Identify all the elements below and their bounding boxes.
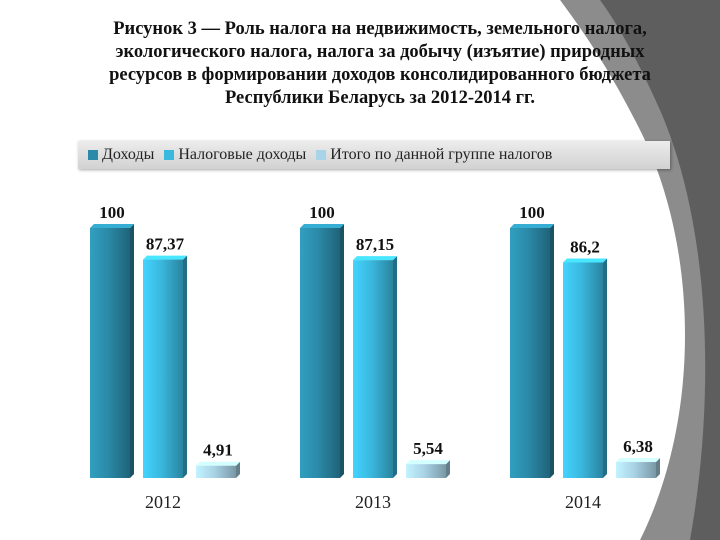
bar-2014-s1 xyxy=(510,228,550,478)
legend-label-income: Доходы xyxy=(102,146,155,163)
bar-top-2012-s1 xyxy=(90,224,134,228)
category-label-2012: 2012 xyxy=(145,492,181,512)
title-line-3: ресурсов в формировании доходов консолид… xyxy=(109,65,651,85)
data-label-2014-s3: 6,38 xyxy=(623,437,653,456)
title-line-2: экологического налога, налога за добычу … xyxy=(115,42,645,62)
bar-side-2013-s2 xyxy=(393,256,397,478)
category-label-2013: 2013 xyxy=(355,492,391,512)
data-label-2013-s1: 100 xyxy=(309,203,335,222)
data-label-2013-s2: 87,15 xyxy=(356,235,394,254)
title-line-1: Рисунок 3 — Роль налога на недвижимость,… xyxy=(113,19,647,39)
data-label-2014-s1: 100 xyxy=(519,203,545,222)
legend-swatch-income xyxy=(88,150,98,160)
labels-group: 100 87,37 4,91 2012 100 87,15 5,54 2013 100 86,2 6… xyxy=(99,203,653,512)
bar-2012-s2 xyxy=(143,259,183,478)
bar-top-2013-s1 xyxy=(300,224,344,228)
chart-title: Рисунок 3 — Роль налога на недвижимость,… xyxy=(40,18,720,110)
bar-side-2012-s2 xyxy=(183,255,187,478)
bar-side-2013-s3 xyxy=(446,460,450,478)
bar-top-2013-s3 xyxy=(406,460,450,465)
slide-decor-darker xyxy=(600,0,720,540)
legend-item-income: Доходы xyxy=(88,146,154,164)
legend-label-tax-income: Налоговые доходы xyxy=(178,146,307,163)
legend-item-tax-income: Налоговые доходы xyxy=(164,146,306,164)
bar-side-2014-s2 xyxy=(603,258,607,478)
bar-2013-s3 xyxy=(406,464,446,478)
bar-2013-s2 xyxy=(353,260,393,478)
bar-top-2013-s2 xyxy=(353,256,397,261)
bar-top-2014-s3 xyxy=(616,458,660,463)
bar-2014-s3 xyxy=(616,462,656,478)
bar-2012-s3 xyxy=(196,465,236,478)
category-label-2014: 2014 xyxy=(565,492,601,512)
data-label-2012-s2: 87,37 xyxy=(146,235,185,254)
bar-2012-s1 xyxy=(90,228,130,478)
bar-side-2014-s3 xyxy=(656,458,660,478)
bar-side-2013-s1 xyxy=(340,224,344,478)
legend-swatch-tax-income xyxy=(164,150,175,160)
legend-label-tax-group: Итого по данной группе налогов xyxy=(330,146,553,163)
legend-swatch-tax-group xyxy=(316,150,327,160)
bar-top-2014-s1 xyxy=(510,224,554,228)
bar-side-2012-s1 xyxy=(130,224,134,478)
bars-group xyxy=(90,224,660,478)
bar-2014-s2 xyxy=(563,262,603,478)
bar-top-2014-s2 xyxy=(563,258,607,263)
bar-side-2014-s1 xyxy=(550,224,554,478)
chart-legend: Доходы Налоговые доходы Итого по данной … xyxy=(78,141,670,169)
bar-top-2012-s2 xyxy=(143,255,187,260)
bar-top-2012-s3 xyxy=(196,461,240,466)
bar-side-2012-s3 xyxy=(236,461,240,478)
data-label-2012-s3: 4,91 xyxy=(203,441,233,460)
data-label-2014-s2: 86,2 xyxy=(570,238,600,257)
legend-item-tax-group: Итого по данной группе налогов xyxy=(316,146,552,164)
data-label-2012-s1: 100 xyxy=(99,203,125,222)
title-line-4: Республики Беларусь за 2012-2014 гг. xyxy=(225,88,535,108)
data-label-2013-s3: 5,54 xyxy=(413,439,443,458)
bar-2013-s1 xyxy=(300,228,340,478)
